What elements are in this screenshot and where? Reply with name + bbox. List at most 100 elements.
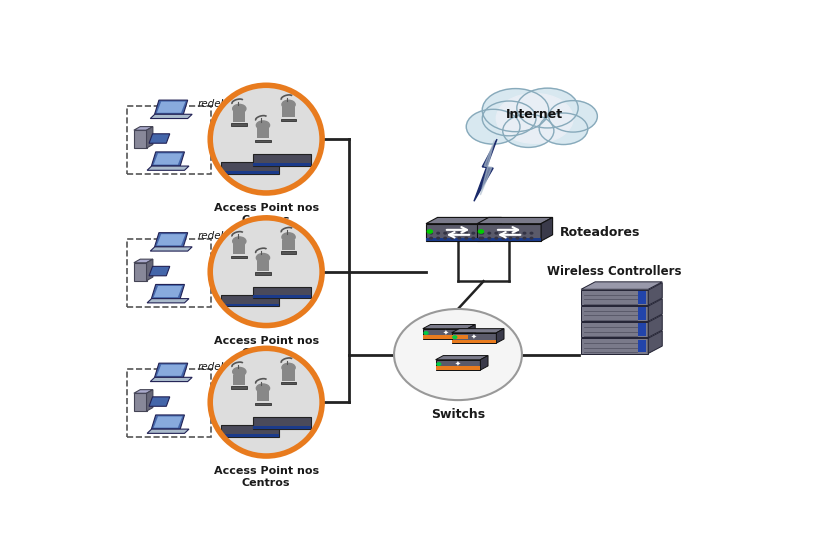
Text: redeUFSCSemFio2X: redeUFSCSemFio2X (198, 231, 301, 242)
Polygon shape (147, 390, 153, 411)
Text: ✦: ✦ (442, 330, 448, 336)
Polygon shape (581, 282, 662, 289)
Polygon shape (282, 240, 295, 250)
Polygon shape (134, 390, 153, 393)
Ellipse shape (210, 218, 322, 325)
Bar (581, 338, 648, 353)
Polygon shape (233, 111, 245, 122)
FancyBboxPatch shape (232, 256, 248, 258)
Ellipse shape (394, 309, 522, 400)
FancyBboxPatch shape (255, 140, 271, 142)
Circle shape (479, 237, 482, 239)
Circle shape (282, 363, 295, 372)
FancyBboxPatch shape (255, 403, 271, 405)
Circle shape (282, 100, 295, 109)
Bar (127, 238, 210, 307)
Bar (477, 238, 541, 241)
Circle shape (427, 230, 432, 233)
Polygon shape (257, 128, 269, 138)
Circle shape (509, 232, 512, 234)
Polygon shape (154, 363, 187, 377)
Circle shape (233, 237, 246, 245)
Polygon shape (153, 286, 182, 297)
Circle shape (495, 237, 497, 239)
Bar (436, 366, 480, 370)
Polygon shape (154, 100, 187, 114)
FancyBboxPatch shape (232, 123, 248, 125)
Polygon shape (436, 356, 488, 360)
FancyBboxPatch shape (221, 162, 279, 174)
Polygon shape (422, 324, 475, 329)
FancyBboxPatch shape (253, 162, 311, 166)
Circle shape (483, 101, 536, 136)
Circle shape (458, 237, 460, 239)
Polygon shape (468, 324, 475, 339)
FancyBboxPatch shape (221, 295, 279, 307)
Circle shape (444, 232, 446, 234)
Polygon shape (134, 126, 153, 130)
Circle shape (472, 237, 474, 239)
Text: ✦: ✦ (471, 334, 477, 340)
Text: Wireless Controllers: Wireless Controllers (547, 265, 682, 278)
Circle shape (257, 384, 270, 393)
Polygon shape (497, 329, 504, 343)
Polygon shape (257, 260, 269, 271)
Circle shape (516, 88, 578, 128)
Bar (451, 333, 497, 343)
Polygon shape (147, 126, 153, 148)
Circle shape (437, 237, 440, 239)
Polygon shape (282, 370, 295, 380)
Circle shape (502, 232, 505, 234)
Circle shape (502, 237, 505, 239)
Polygon shape (150, 247, 192, 251)
Polygon shape (149, 266, 170, 276)
Circle shape (488, 237, 491, 239)
Circle shape (509, 237, 512, 239)
Bar (451, 339, 497, 343)
FancyBboxPatch shape (253, 417, 311, 429)
Circle shape (430, 237, 432, 239)
Circle shape (465, 232, 468, 234)
Polygon shape (157, 234, 186, 245)
Text: Switchs: Switchs (431, 408, 485, 421)
Polygon shape (150, 114, 192, 118)
Bar (422, 335, 468, 339)
Bar (638, 292, 646, 304)
Polygon shape (147, 166, 189, 171)
FancyBboxPatch shape (221, 171, 279, 174)
Circle shape (453, 336, 457, 338)
Circle shape (472, 232, 474, 234)
Bar (638, 323, 646, 336)
Text: Internet: Internet (507, 108, 563, 121)
Circle shape (282, 233, 295, 242)
Text: Roteadores: Roteadores (560, 226, 641, 239)
Bar (436, 360, 480, 370)
Circle shape (481, 237, 483, 239)
Polygon shape (153, 416, 182, 428)
Polygon shape (157, 365, 186, 376)
FancyBboxPatch shape (221, 434, 279, 437)
Circle shape (516, 237, 519, 239)
Circle shape (437, 232, 440, 234)
Circle shape (540, 113, 587, 145)
Circle shape (523, 232, 526, 234)
Polygon shape (152, 415, 185, 429)
Ellipse shape (210, 86, 322, 193)
Polygon shape (648, 299, 662, 321)
Bar (422, 329, 468, 339)
FancyBboxPatch shape (280, 119, 296, 122)
Circle shape (257, 253, 270, 262)
Polygon shape (648, 282, 662, 306)
Circle shape (257, 121, 270, 130)
Bar (127, 369, 210, 437)
Polygon shape (480, 356, 488, 370)
FancyBboxPatch shape (232, 386, 248, 388)
FancyBboxPatch shape (134, 130, 147, 148)
Ellipse shape (210, 348, 322, 456)
Bar (127, 106, 210, 174)
Bar (581, 306, 648, 321)
Polygon shape (147, 259, 153, 281)
FancyBboxPatch shape (221, 426, 279, 437)
Circle shape (451, 232, 454, 234)
Polygon shape (648, 315, 662, 337)
